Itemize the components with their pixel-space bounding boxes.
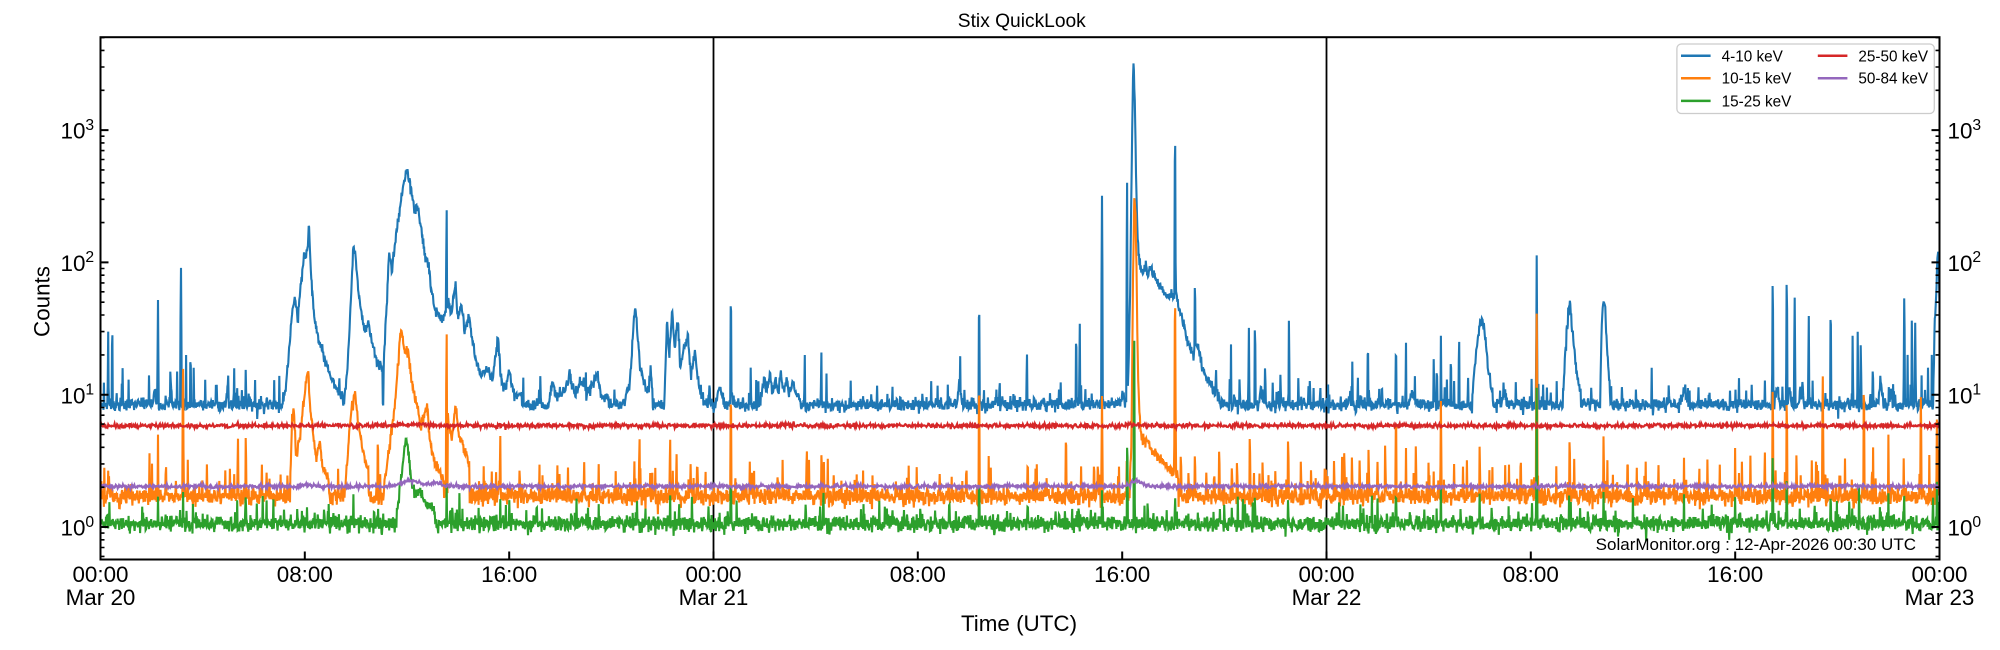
svg-text:100: 100 <box>1948 514 1982 541</box>
svg-text:15-25 keV: 15-25 keV <box>1722 93 1793 110</box>
svg-text:00:00: 00:00 <box>1911 562 1967 587</box>
svg-text:08:00: 08:00 <box>1503 562 1559 587</box>
svg-text:16:00: 16:00 <box>1707 562 1763 587</box>
svg-text:101: 101 <box>61 382 95 409</box>
svg-text:50-84 keV: 50-84 keV <box>1858 71 1929 88</box>
svg-text:10-15 keV: 10-15 keV <box>1722 71 1793 88</box>
svg-text:103: 103 <box>1948 117 1982 144</box>
svg-text:16:00: 16:00 <box>481 562 537 587</box>
svg-text:Stix QuickLook: Stix QuickLook <box>958 11 1086 32</box>
svg-text:08:00: 08:00 <box>277 562 333 587</box>
svg-text:25-50 keV: 25-50 keV <box>1858 48 1929 65</box>
svg-text:102: 102 <box>61 249 95 276</box>
svg-text:16:00: 16:00 <box>1094 562 1150 587</box>
svg-text:Mar 23: Mar 23 <box>1905 585 1975 610</box>
svg-text:100: 100 <box>61 514 95 541</box>
svg-text:00:00: 00:00 <box>685 562 741 587</box>
svg-text:00:00: 00:00 <box>72 562 128 587</box>
svg-text:Mar 21: Mar 21 <box>679 585 749 610</box>
svg-text:Time (UTC): Time (UTC) <box>961 611 1077 636</box>
svg-text:101: 101 <box>1948 382 1982 409</box>
svg-text:102: 102 <box>1948 249 1982 276</box>
svg-text:08:00: 08:00 <box>890 562 946 587</box>
svg-text:SolarMonitor.org : 12-Apr-2026: SolarMonitor.org : 12-Apr-2026 00:30 UTC <box>1596 535 1916 554</box>
svg-text:4-10 keV: 4-10 keV <box>1722 48 1784 65</box>
svg-text:Mar 22: Mar 22 <box>1292 585 1362 610</box>
svg-text:Mar 20: Mar 20 <box>66 585 136 610</box>
svg-text:103: 103 <box>61 117 95 144</box>
svg-text:Counts: Counts <box>30 266 55 337</box>
svg-text:00:00: 00:00 <box>1298 562 1354 587</box>
